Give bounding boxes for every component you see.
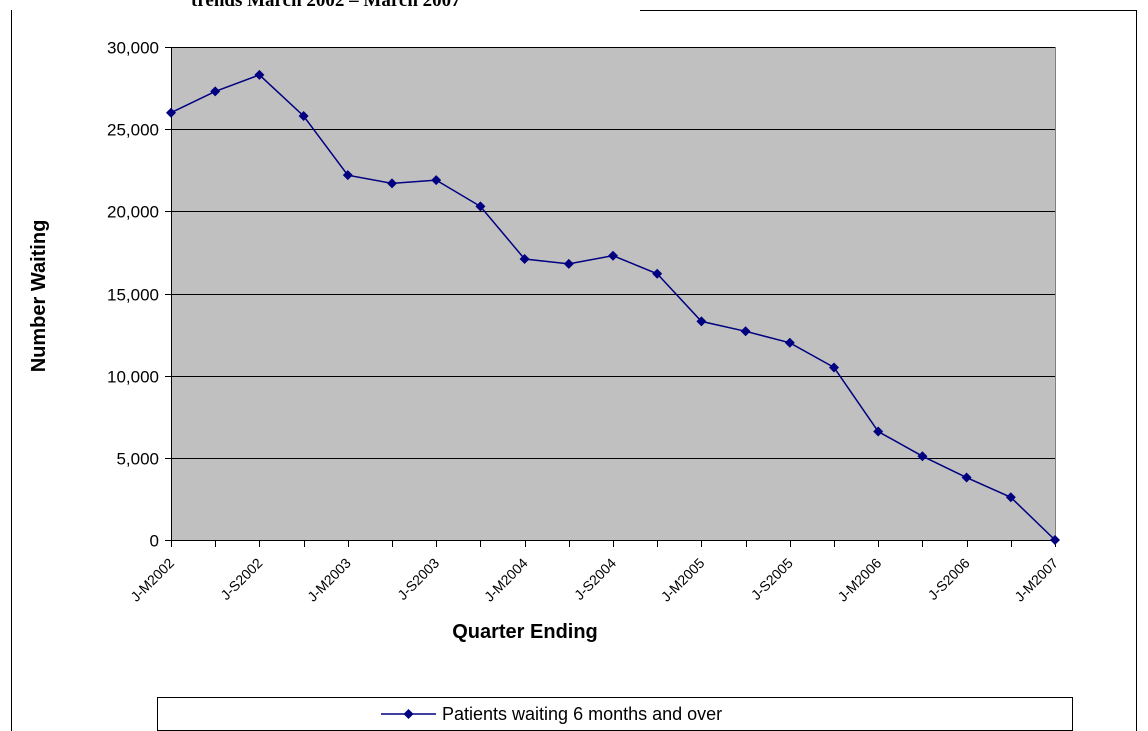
- gridlines: [171, 47, 1055, 459]
- y-tick-label: 20,000: [107, 203, 159, 222]
- legend-box: [157, 697, 1073, 731]
- data-point: [342, 170, 353, 181]
- series-layer: [166, 69, 1060, 545]
- y-tick-label: 10,000: [107, 368, 159, 387]
- x-axis-label: Quarter Ending: [452, 621, 598, 643]
- data-point: [210, 86, 221, 97]
- data-point: [608, 250, 618, 261]
- data-point: [784, 337, 795, 348]
- x-tick-label: J-M2004: [481, 555, 531, 605]
- data-point: [563, 258, 574, 269]
- x-axis: J-M2002 J-S2002 J-M2003 J-S2003 J-M2004 J-S20…: [127, 540, 1061, 605]
- x-tick-label: J-S2004: [571, 555, 619, 603]
- y-tick-label: 15,000: [107, 286, 159, 305]
- y-tick-label: 30,000: [107, 39, 159, 58]
- data-point: [740, 326, 751, 337]
- data-point: [387, 178, 397, 189]
- x-tick-label: J-M2005: [658, 555, 708, 605]
- y-tick-label: 25,000: [107, 121, 159, 140]
- y-tick-label: 0: [150, 532, 159, 551]
- x-tick-label: J-S2006: [925, 555, 973, 603]
- x-tick-label: J-S2002: [217, 555, 265, 603]
- data-point: [431, 175, 442, 186]
- legend-entry-label: Patients waiting 6 months and over: [442, 704, 722, 724]
- data-point: [1050, 535, 1060, 545]
- x-tick-label: J-M2003: [304, 555, 354, 605]
- data-point: [652, 268, 663, 279]
- data-point: [829, 362, 839, 373]
- y-axis-label: Number Waiting: [28, 220, 50, 373]
- legend-marker-diamond: [403, 709, 414, 719]
- chart-title: trends March 2002 – March 2007: [191, 0, 461, 11]
- data-point: [298, 111, 309, 122]
- x-tick-label: J-M2007: [1011, 555, 1061, 605]
- data-point: [873, 426, 884, 437]
- x-tick-label: J-S2005: [748, 555, 796, 603]
- data-point: [1005, 492, 1016, 503]
- legend: Patients waiting 6 months and over: [157, 697, 1073, 731]
- x-tick-label: J-M2002: [127, 555, 177, 605]
- x-tick-label: J-M2006: [834, 555, 884, 605]
- data-point: [696, 316, 707, 327]
- data-point: [917, 451, 928, 462]
- data-point: [254, 69, 265, 80]
- y-axis: 0 5,000 10,000 15,000 20,000 25,000 30,000: [107, 39, 172, 551]
- data-point: [519, 253, 530, 264]
- x-tick-label: J-S2003: [394, 555, 442, 603]
- data-point: [961, 472, 972, 483]
- data-point: [475, 201, 486, 212]
- y-tick-label: 5,000: [116, 450, 159, 469]
- data-point: [166, 107, 176, 118]
